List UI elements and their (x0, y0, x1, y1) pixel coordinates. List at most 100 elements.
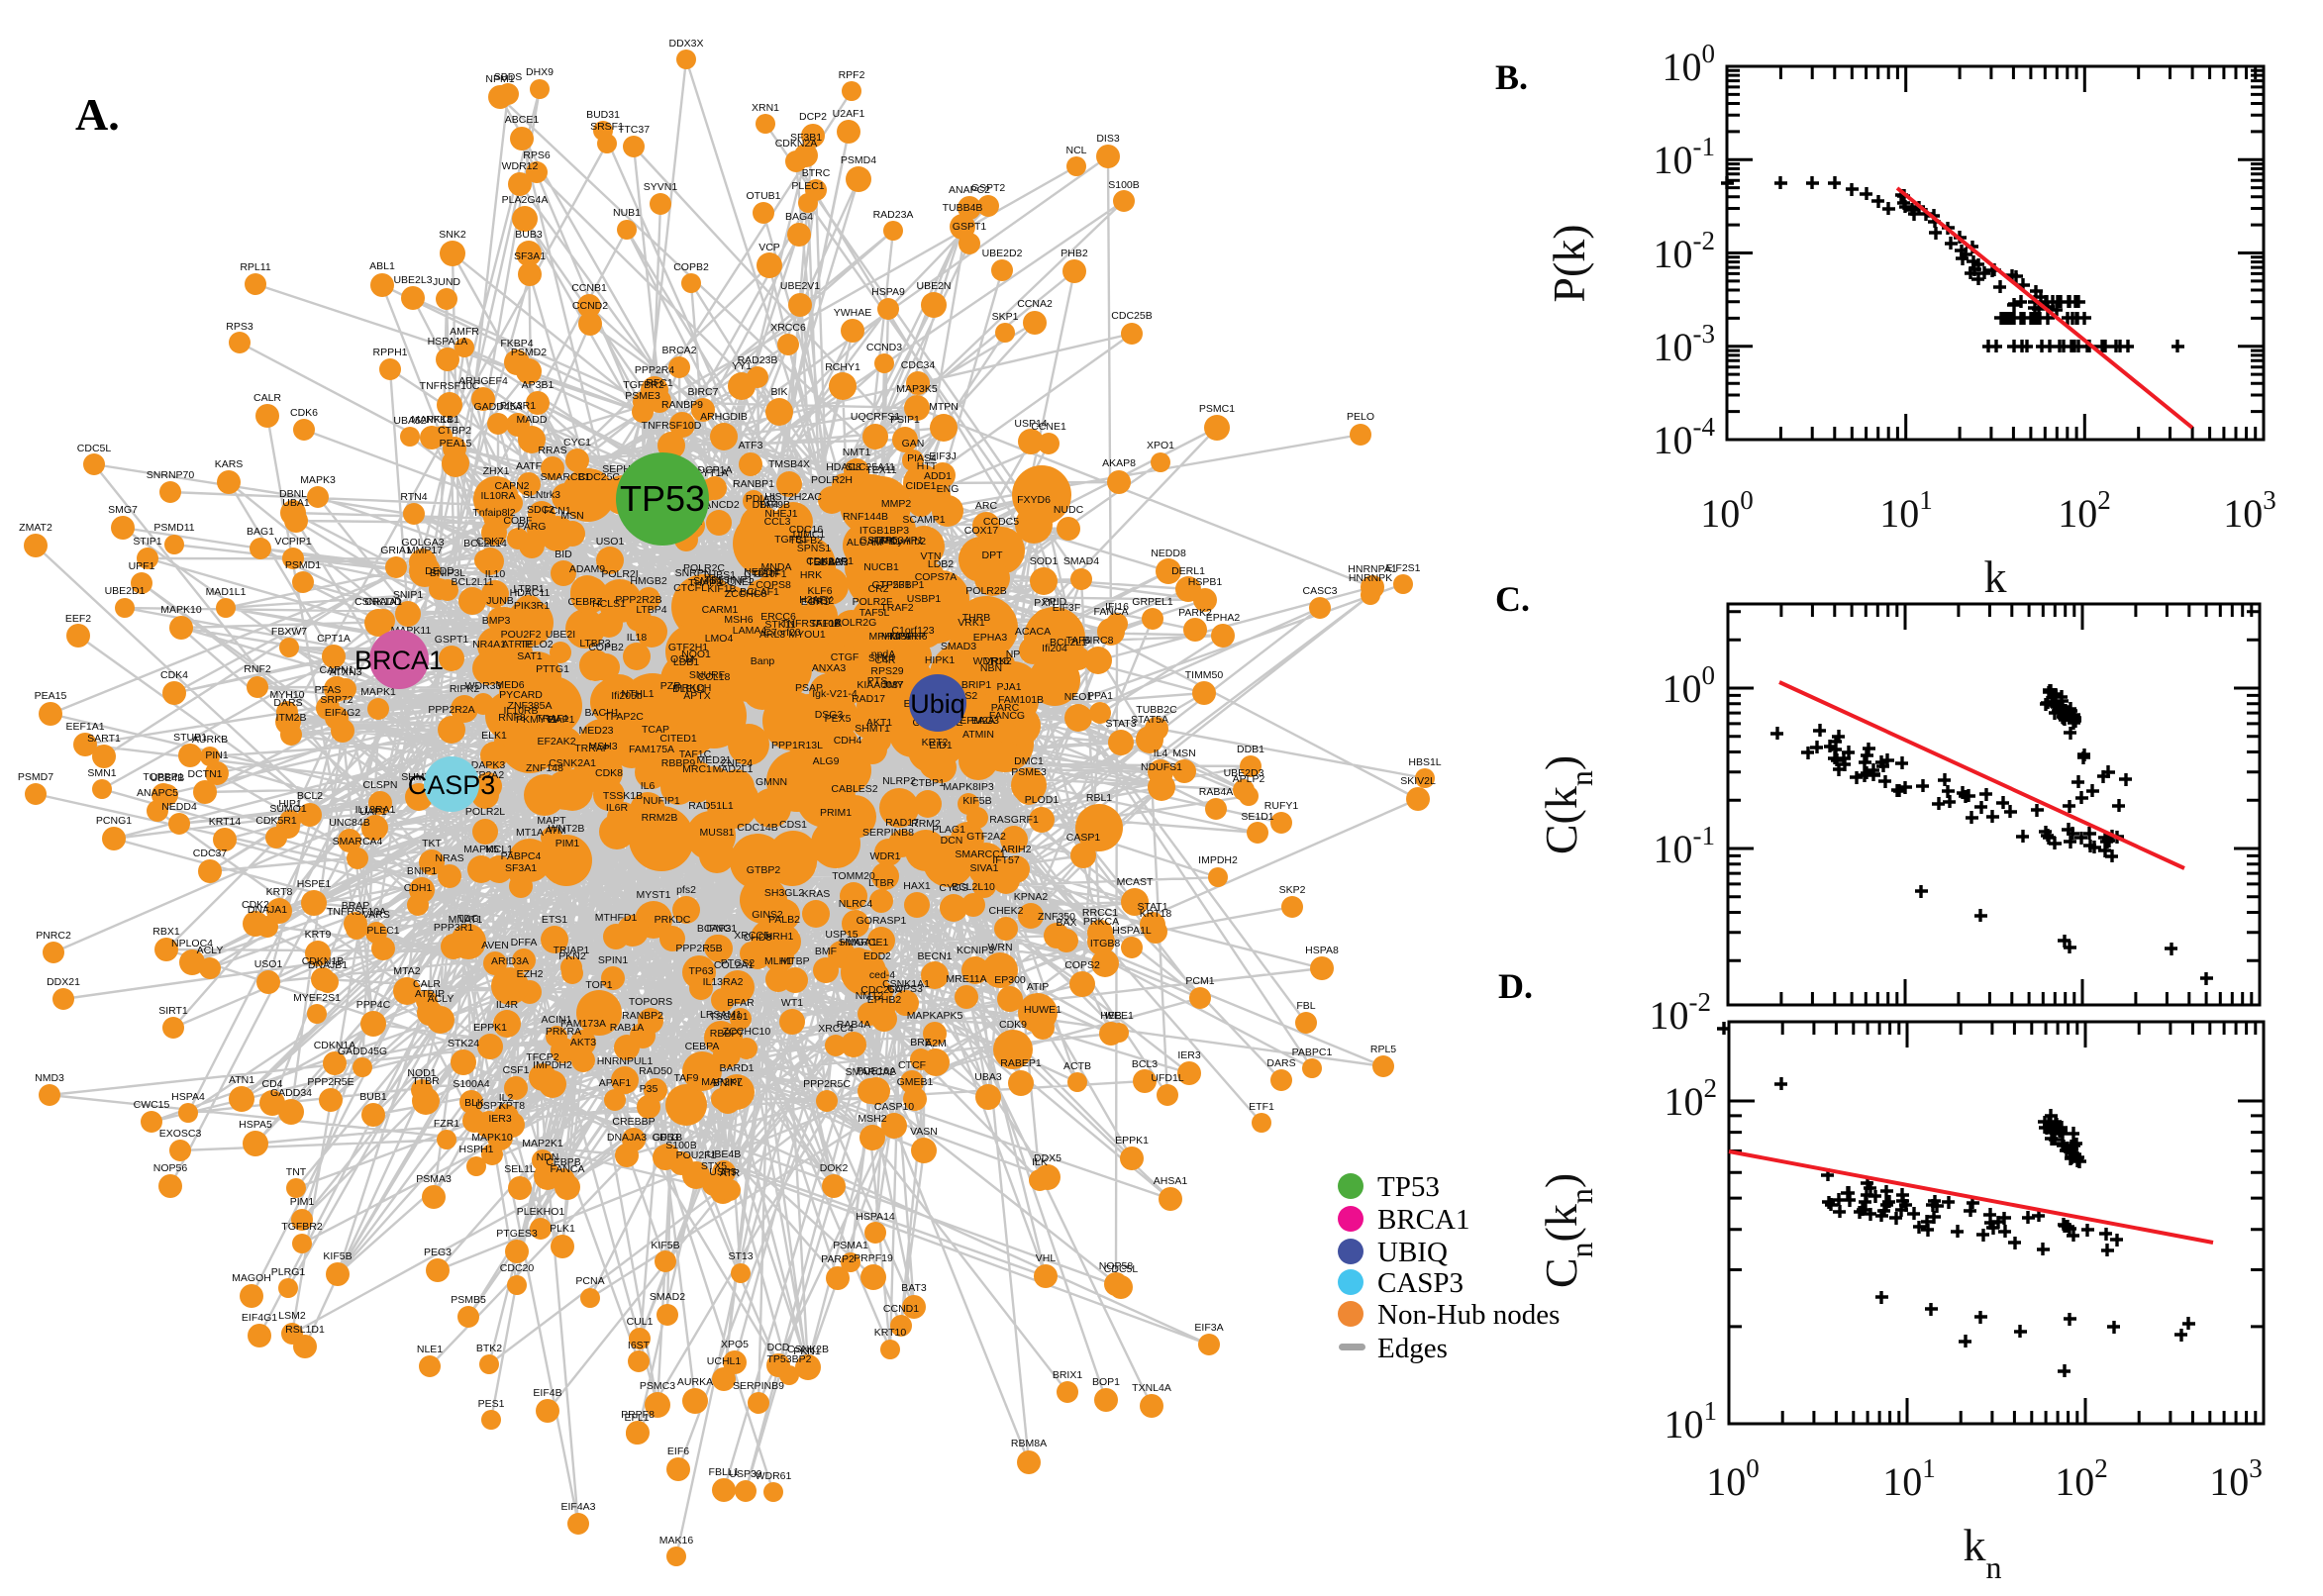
svg-text:KCNIP3: KCNIP3 (957, 945, 994, 956)
svg-text:MAK16: MAK16 (659, 1535, 694, 1546)
svg-text:ZCCHC8: ZCCHC8 (725, 588, 767, 600)
svg-text:KIF1B: KIF1B (707, 583, 736, 595)
svg-text:TOMM20: TOMM20 (832, 870, 875, 882)
svg-text:RFC1: RFC1 (646, 377, 673, 389)
svg-text:RBM8A: RBM8A (1011, 1438, 1047, 1449)
svg-text:IL10RA: IL10RA (480, 490, 515, 502)
svg-text:KARS: KARS (215, 458, 244, 470)
svg-text:PARP2: PARP2 (821, 1253, 855, 1265)
svg-text:MUS81: MUS81 (699, 827, 734, 839)
svg-text:BCL2L11: BCL2L11 (451, 576, 493, 588)
svg-text:SART1: SART1 (87, 733, 121, 745)
svg-text:CCNA2: CCNA2 (1017, 298, 1053, 310)
svg-text:BECN1: BECN1 (917, 950, 952, 962)
svg-text:TCAP: TCAP (642, 724, 669, 736)
svg-text:RPS6: RPS6 (523, 150, 551, 161)
svg-text:HSPA4: HSPA4 (171, 1091, 205, 1103)
svg-text:BMP3: BMP3 (482, 615, 511, 627)
svg-text:BNIPL: BNIPL (713, 1077, 744, 1089)
svg-text:HDAC11: HDAC11 (510, 587, 551, 599)
svg-text:EEF1A1: EEF1A1 (65, 721, 104, 733)
svg-text:A.: A. (75, 89, 120, 140)
svg-text:U2AF1: U2AF1 (833, 108, 865, 120)
svg-text:USBP1: USBP1 (907, 593, 942, 605)
svg-text:ETS1: ETS1 (542, 914, 567, 926)
svg-text:SLC25A11: SLC25A11 (846, 461, 895, 473)
svg-text:DCP2: DCP2 (799, 111, 827, 123)
svg-text:TUBB2C: TUBB2C (1136, 704, 1177, 716)
svg-text:SDC2: SDC2 (527, 504, 555, 516)
svg-text:pfs2: pfs2 (676, 884, 696, 896)
svg-text:CASP3: CASP3 (408, 770, 496, 800)
svg-text:MTPN: MTPN (929, 401, 959, 413)
svg-text:PIK3R1: PIK3R1 (500, 400, 536, 412)
svg-text:GMEB1: GMEB1 (897, 1076, 934, 1088)
svg-text:CSF1: CSF1 (503, 1064, 530, 1076)
svg-text:STUB1: STUB1 (173, 732, 207, 744)
svg-text:BNIP1: BNIP1 (407, 865, 438, 877)
svg-text:NEDD8: NEDD8 (1151, 548, 1186, 559)
svg-text:DMC1: DMC1 (1014, 755, 1044, 767)
svg-text:ARL3: ARL3 (759, 629, 785, 641)
svg-text:CDK8: CDK8 (595, 767, 623, 779)
svg-text:10-1: 10-1 (1654, 132, 1716, 182)
svg-text:CITED1: CITED1 (659, 733, 697, 745)
svg-text:CARM1: CARM1 (702, 604, 739, 616)
svg-text:RNF8: RNF8 (498, 712, 526, 724)
svg-text:BNIP3L: BNIP3L (430, 567, 465, 579)
svg-text:PPP1R13L: PPP1R13L (771, 740, 823, 751)
svg-text:MTBP: MTBP (780, 955, 809, 967)
svg-text:MT1A: MT1A (516, 827, 544, 839)
svg-text:MAPK14: MAPK14 (411, 414, 453, 426)
svg-text:TP53BP1: TP53BP1 (880, 579, 925, 591)
svg-text:MLH1: MLH1 (764, 955, 792, 967)
svg-text:COPB2: COPB2 (588, 642, 624, 653)
svg-text:AURKB: AURKB (192, 734, 228, 746)
svg-text:PIAS4: PIAS4 (907, 452, 937, 464)
svg-text:RAD17: RAD17 (852, 693, 885, 705)
svg-text:TRAF2: TRAF2 (880, 602, 913, 614)
svg-text:DOK2: DOK2 (820, 1162, 849, 1174)
svg-text:IL4R: IL4R (496, 999, 519, 1011)
svg-text:CDK9: CDK9 (999, 1019, 1027, 1031)
svg-text:CYCS: CYCS (939, 882, 967, 894)
svg-text:CDC25A: CDC25A (860, 984, 901, 996)
svg-text:Ifi205b: Ifi205b (611, 690, 643, 702)
svg-text:BCL2L1: BCL2L1 (1050, 637, 1087, 648)
svg-text:BAG1: BAG1 (247, 526, 274, 538)
svg-text:BIRC8: BIRC8 (1083, 635, 1114, 647)
svg-text:KIF5B: KIF5B (962, 795, 991, 807)
svg-text:PARG: PARG (518, 521, 547, 533)
svg-text:GTBP2: GTBP2 (747, 864, 781, 876)
svg-text:ENG: ENG (937, 483, 960, 495)
svg-text:EID1: EID1 (929, 740, 953, 751)
svg-text:GSTM4: GSTM4 (859, 535, 895, 547)
svg-text:ATRIP: ATRIP (502, 639, 532, 650)
svg-text:LTBP1: LTBP1 (513, 583, 544, 595)
svg-text:TUBB4B: TUBB4B (943, 202, 983, 214)
svg-text:TNFRSF10B: TNFRSF10B (781, 618, 841, 630)
svg-text:MSN: MSN (1172, 748, 1195, 759)
svg-text:EGR1: EGR1 (801, 596, 830, 608)
svg-text:TAF1A: TAF1A (810, 618, 842, 630)
svg-text:XRN1: XRN1 (752, 102, 779, 114)
svg-text:STIP1: STIP1 (133, 536, 161, 548)
svg-text:HNRNPA1: HNRNPA1 (1348, 563, 1397, 575)
svg-text:DPT: DPT (982, 549, 1004, 561)
svg-text:RASGRF1: RASGRF1 (989, 814, 1039, 826)
svg-text:CCNE2: CCNE2 (719, 576, 755, 588)
svg-text:JUND: JUND (433, 276, 460, 288)
svg-text:EIF3J: EIF3J (929, 450, 956, 462)
svg-text:TXNL4A: TXNL4A (1132, 1382, 1171, 1394)
svg-text:C7orf20: C7orf20 (763, 627, 801, 639)
svg-text:NPLOC4: NPLOC4 (171, 938, 213, 949)
svg-text:KRT10: KRT10 (874, 1327, 907, 1339)
svg-text:SNRNP70: SNRNP70 (147, 469, 195, 481)
svg-text:ARHGDIB: ARHGDIB (700, 411, 748, 423)
svg-text:ANXA3: ANXA3 (812, 662, 847, 674)
svg-text:POLR2C: POLR2C (683, 562, 725, 574)
svg-text:USP15: USP15 (825, 929, 858, 941)
svg-text:CTCF: CTCF (898, 1059, 926, 1071)
svg-text:TDG: TDG (457, 913, 479, 925)
svg-text:BOP1: BOP1 (1092, 1376, 1120, 1388)
